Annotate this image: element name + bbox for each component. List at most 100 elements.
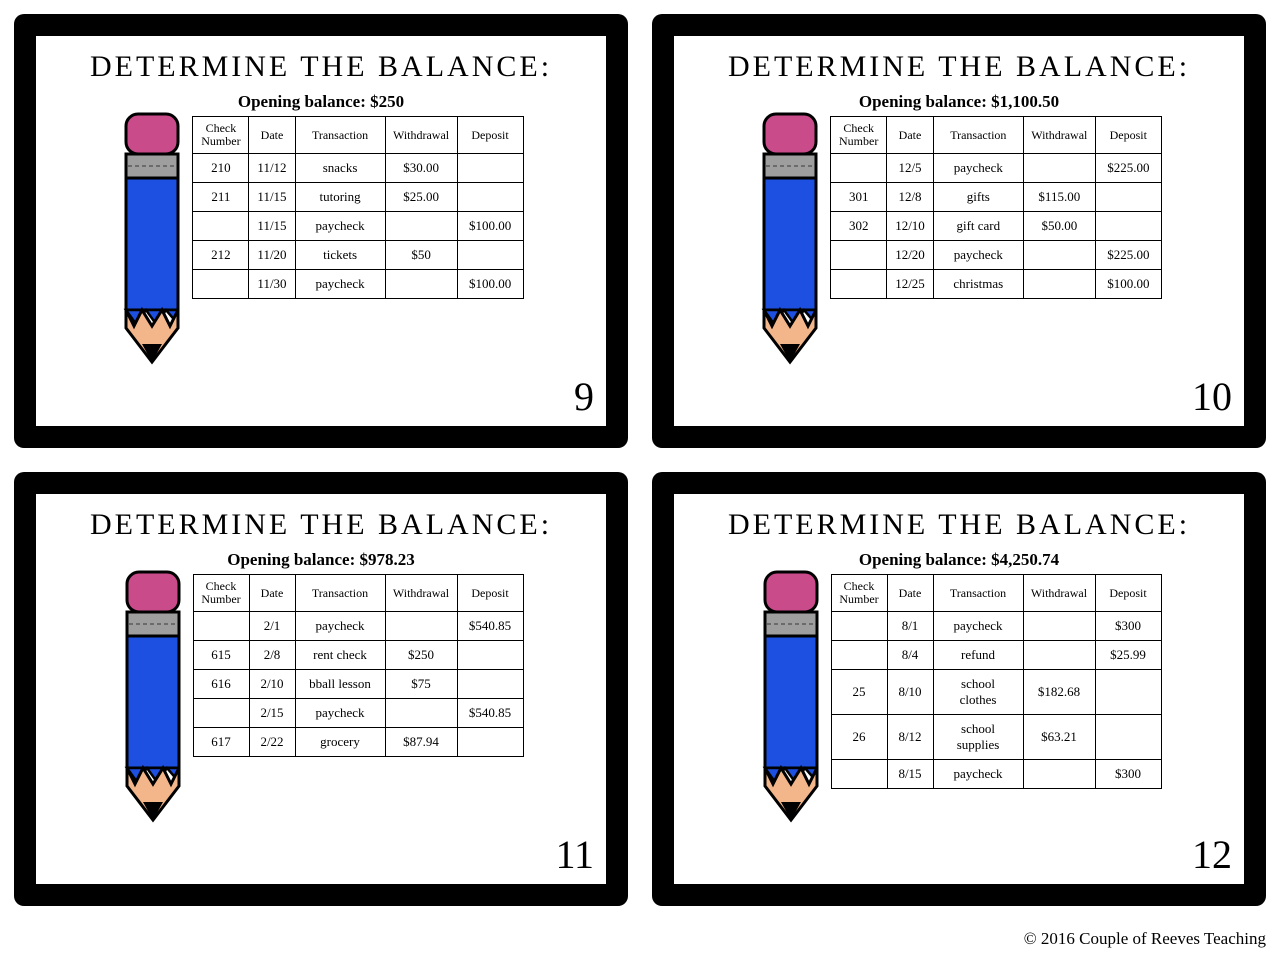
table-row: 12/25christmas$100.00 — [831, 270, 1162, 299]
cell-check: 615 — [193, 641, 249, 670]
cell-trans: grocery — [295, 728, 385, 757]
cell-trans: paycheck — [295, 699, 385, 728]
cell-check: 26 — [831, 715, 887, 760]
cell-date: 8/1 — [887, 612, 933, 641]
cell-with: $115.00 — [1023, 183, 1095, 212]
cell-trans: tickets — [295, 241, 385, 270]
header-transaction: Transaction — [933, 575, 1023, 612]
cell-trans: paycheck — [933, 612, 1023, 641]
card-grid: DETERMINE THE BALANCE: Opening balance: … — [0, 0, 1280, 920]
cell-with — [1023, 154, 1095, 183]
header-check: Check Number — [193, 575, 249, 612]
copyright-text: © 2016 Couple of Reeves Teaching — [1024, 929, 1266, 949]
cell-dep — [457, 241, 523, 270]
cell-date: 11/12 — [249, 154, 295, 183]
card-number: 12 — [1192, 831, 1232, 878]
cell-trans: gift card — [933, 212, 1023, 241]
cell-check — [193, 212, 249, 241]
table-row: 6152/8rent check$250 — [193, 641, 523, 670]
ledger-body-12: 8/1paycheck$3008/4refund$25.99258/10scho… — [831, 612, 1161, 789]
opening-balance: Opening balance: $4,250.74 — [859, 550, 1059, 570]
cell-trans: tutoring — [295, 183, 385, 212]
header-deposit: Deposit — [1095, 117, 1161, 154]
cell-trans: paycheck — [933, 154, 1023, 183]
ledger-body-11: 2/1 paycheck $540.85 6152/8rent check$25061… — [193, 612, 523, 757]
cell-date: 11/20 — [249, 241, 295, 270]
task-card-12: DETERMINE THE BALANCE: Opening balance: … — [652, 472, 1266, 906]
card-inner: DETERMINE THE BALANCE: Opening balance: … — [674, 36, 1244, 426]
ledger-body-10: 12/5paycheck$225.0030112/8gifts$115.0030… — [831, 154, 1162, 299]
cell-dep: $225.00 — [1095, 241, 1161, 270]
cell-dep: $25.99 — [1095, 641, 1161, 670]
header-deposit: Deposit — [1095, 575, 1161, 612]
cell-with — [1023, 612, 1095, 641]
ledger-table: Check Number Date Transaction Withdrawal… — [193, 574, 524, 757]
pencil-icon — [118, 110, 186, 370]
cell-dep — [457, 670, 523, 699]
cell-check: 301 — [831, 183, 887, 212]
cell-dep: $540.85 — [457, 699, 523, 728]
opening-balance: Opening balance: $250 — [238, 92, 404, 112]
ledger-table: Check Number Date Transaction Withdrawal… — [830, 116, 1162, 299]
cell-date: 8/10 — [887, 670, 933, 715]
header-transaction: Transaction — [295, 575, 385, 612]
cell-with: $30.00 — [385, 154, 457, 183]
cell-check: 211 — [193, 183, 249, 212]
cell-with — [385, 612, 457, 641]
cell-trans: paycheck — [295, 270, 385, 299]
cell-trans: refund — [933, 641, 1023, 670]
cell-date: 2/15 — [249, 699, 295, 728]
cell-dep: $100.00 — [1095, 270, 1161, 299]
cell-trans: paycheck — [933, 241, 1023, 270]
cell-with — [1023, 241, 1095, 270]
cell-check: 302 — [831, 212, 887, 241]
cell-check: 212 — [193, 241, 249, 270]
card-number: 10 — [1192, 373, 1232, 420]
card-title: DETERMINE THE BALANCE: — [728, 508, 1190, 542]
cell-with — [385, 212, 457, 241]
content-row: Check Number Date Transaction Withdrawal… — [694, 574, 1224, 828]
header-withdrawal: Withdrawal — [385, 117, 457, 154]
cell-check — [831, 641, 887, 670]
table-row: 21211/20tickets$50 — [193, 241, 523, 270]
card-number: 9 — [574, 373, 594, 420]
header-withdrawal: Withdrawal — [385, 575, 457, 612]
cell-dep — [457, 183, 523, 212]
cell-with: $50.00 — [1023, 212, 1095, 241]
table-row: 11/30paycheck$100.00 — [193, 270, 523, 299]
header-check: Check Number — [193, 117, 249, 154]
cell-dep — [457, 154, 523, 183]
cell-with — [1023, 641, 1095, 670]
table-row: 21111/15tutoring$25.00 — [193, 183, 523, 212]
cell-check — [193, 270, 249, 299]
table-row: 8/1paycheck $300 — [831, 612, 1161, 641]
pencil-icon — [119, 568, 187, 828]
cell-dep — [1095, 715, 1161, 760]
cell-dep: $300 — [1095, 612, 1161, 641]
content-row: Check Number Date Transaction Withdrawal… — [56, 574, 586, 828]
cell-check — [831, 154, 887, 183]
cell-with — [1023, 270, 1095, 299]
cell-check: 25 — [831, 670, 887, 715]
header-date: Date — [249, 575, 295, 612]
cell-with — [385, 270, 457, 299]
cell-date: 12/20 — [887, 241, 934, 270]
cell-dep: $100.00 — [457, 212, 523, 241]
ledger-table: Check Number Date Transaction Withdrawal… — [192, 116, 523, 299]
card-title: DETERMINE THE BALANCE: — [90, 508, 552, 542]
cell-trans: christmas — [933, 270, 1023, 299]
opening-balance: Opening balance: $978.23 — [227, 550, 415, 570]
cell-dep — [457, 728, 523, 757]
cell-date: 2/1 — [249, 612, 295, 641]
table-row: 2/15paycheck $540.85 — [193, 699, 523, 728]
cell-with: $182.68 — [1023, 670, 1095, 715]
cell-trans: paycheck — [295, 212, 385, 241]
table-row: 21011/12snacks$30.00 — [193, 154, 523, 183]
cell-dep: $100.00 — [457, 270, 523, 299]
cell-with: $75 — [385, 670, 457, 699]
task-card-9: DETERMINE THE BALANCE: Opening balance: … — [14, 14, 628, 448]
cell-date: 8/12 — [887, 715, 933, 760]
table-row: 8/15paycheck$300 — [831, 760, 1161, 789]
cell-check — [831, 270, 887, 299]
cell-date: 8/4 — [887, 641, 933, 670]
